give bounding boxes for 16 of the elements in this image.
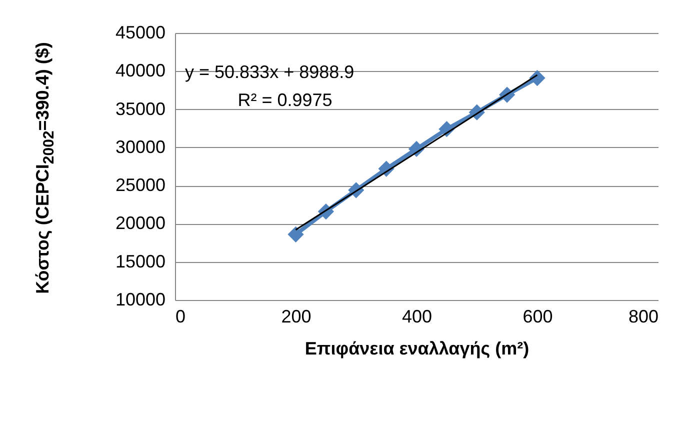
y-tick-label: 10000 xyxy=(115,290,166,310)
x-tick-label: 0 xyxy=(176,306,186,326)
y-tick-label: 25000 xyxy=(115,175,166,196)
y-tick-label: 20000 xyxy=(115,213,166,234)
y-tick-label: 35000 xyxy=(115,98,166,119)
annotation: R² = 0.9975 xyxy=(238,90,332,110)
x-tick-label: 600 xyxy=(522,306,553,326)
x-axis-title: Επιφάνεια εναλλαγής (m²) xyxy=(304,338,530,358)
x-tick-label: 200 xyxy=(281,306,312,326)
x-tick-label: 800 xyxy=(628,306,658,326)
y-tick-label: 30000 xyxy=(115,136,166,157)
y-tick-label: 40000 xyxy=(115,60,166,81)
x-tick-label: 400 xyxy=(402,306,432,326)
annotation: y = 50.833x + 8988.9 xyxy=(185,62,354,82)
y-tick-label: 45000 xyxy=(115,22,166,42)
y-tick-label: 15000 xyxy=(115,251,166,272)
